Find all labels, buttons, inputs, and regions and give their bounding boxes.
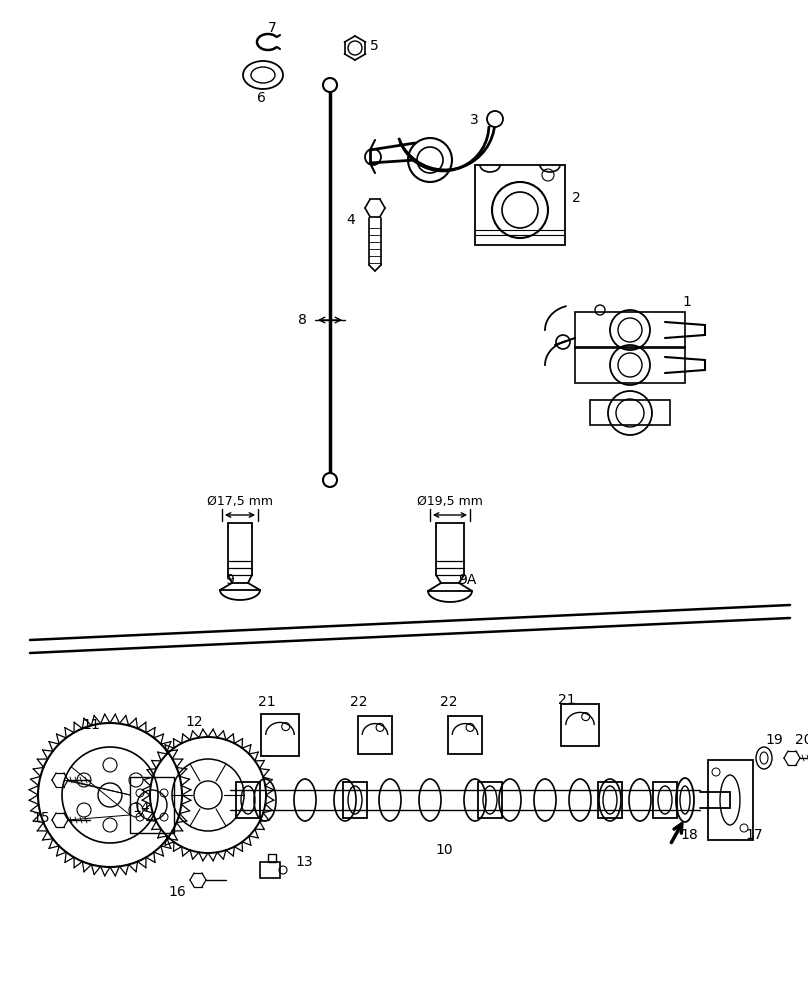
Text: 9A: 9A	[458, 573, 477, 587]
Text: 14: 14	[132, 801, 149, 815]
Bar	[358, 716, 392, 754]
Text: 17: 17	[745, 828, 763, 842]
Text: Ø19,5 mm: Ø19,5 mm	[417, 494, 483, 508]
Text: 10: 10	[435, 843, 452, 857]
Text: 20: 20	[795, 733, 808, 747]
Bar	[448, 716, 482, 754]
Text: Ø17,5 mm: Ø17,5 mm	[207, 494, 273, 508]
Text: 6: 6	[257, 91, 266, 105]
Bar	[261, 714, 299, 756]
Circle shape	[323, 78, 337, 92]
Bar	[590, 400, 670, 425]
Bar	[561, 704, 599, 746]
Text: 9: 9	[225, 573, 234, 587]
Text: 16: 16	[168, 885, 186, 899]
Bar	[475, 165, 565, 245]
Text: 1: 1	[682, 295, 691, 309]
Text: 13: 13	[295, 855, 313, 869]
Text: 12: 12	[185, 715, 203, 729]
Text: 4: 4	[346, 213, 355, 227]
Text: 21: 21	[558, 693, 575, 707]
Circle shape	[487, 111, 503, 127]
Bar	[268, 854, 276, 862]
Text: 22: 22	[440, 695, 457, 709]
Text: 8: 8	[298, 313, 307, 327]
Text: 15: 15	[32, 811, 49, 825]
Text: 19: 19	[765, 733, 783, 747]
Bar	[260, 862, 280, 878]
Text: 2: 2	[572, 191, 581, 205]
Text: 5: 5	[370, 39, 379, 53]
Bar	[708, 760, 753, 840]
Text: 21: 21	[258, 695, 276, 709]
Bar	[575, 347, 685, 383]
Circle shape	[323, 473, 337, 487]
Bar	[575, 312, 685, 348]
Text: 11: 11	[82, 718, 99, 732]
Bar	[130, 777, 174, 833]
Text: 7: 7	[268, 21, 277, 35]
Text: 3: 3	[470, 113, 479, 127]
Text: 18: 18	[680, 828, 698, 842]
Text: 22: 22	[350, 695, 368, 709]
